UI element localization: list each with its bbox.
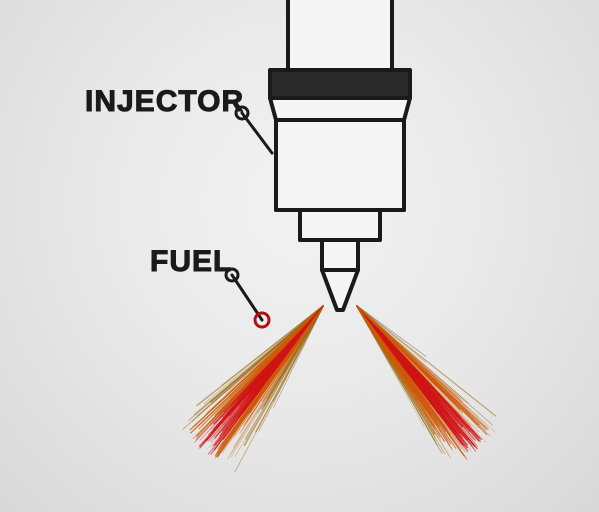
label-injector: INJECTOR: [85, 85, 244, 119]
label-pointers: [226, 107, 272, 327]
label-fuel: FUEL: [150, 245, 232, 279]
injector-body: [270, 0, 410, 310]
injector-diagram: [0, 0, 599, 512]
fuel-spray: [183, 306, 496, 472]
